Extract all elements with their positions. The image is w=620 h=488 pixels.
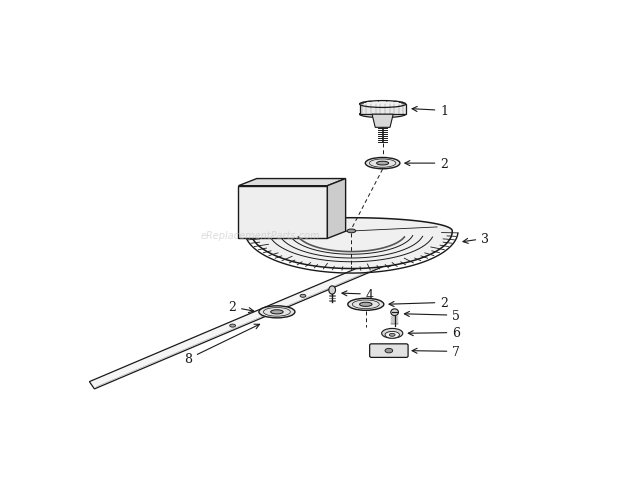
Text: 7: 7 [412,345,460,358]
FancyBboxPatch shape [370,344,408,358]
Ellipse shape [385,348,392,353]
Text: 4: 4 [342,288,374,301]
Text: 8: 8 [184,325,260,366]
Ellipse shape [230,325,236,327]
Text: 5: 5 [404,309,460,322]
Ellipse shape [385,332,399,339]
Ellipse shape [360,303,372,307]
Text: 2: 2 [228,301,254,314]
Text: 6: 6 [408,326,460,339]
Ellipse shape [360,111,405,119]
Polygon shape [250,218,452,269]
Ellipse shape [347,229,356,233]
Text: 2: 2 [389,296,448,309]
Ellipse shape [365,158,400,169]
Polygon shape [372,115,393,128]
Polygon shape [239,186,327,239]
Ellipse shape [382,329,403,339]
Ellipse shape [360,102,405,108]
Text: 2: 2 [405,157,448,170]
Text: 1: 1 [412,105,448,118]
Polygon shape [327,179,345,239]
Ellipse shape [300,295,306,298]
Text: 3: 3 [463,232,489,245]
Ellipse shape [389,334,395,337]
Text: eReplacementParts.com: eReplacementParts.com [200,230,320,240]
Ellipse shape [348,299,384,311]
Polygon shape [360,105,405,115]
Ellipse shape [329,286,335,295]
Ellipse shape [391,309,399,316]
Ellipse shape [376,162,389,165]
Polygon shape [89,258,387,389]
Polygon shape [381,250,404,267]
Ellipse shape [271,310,283,314]
Polygon shape [239,179,345,186]
Ellipse shape [259,306,295,318]
